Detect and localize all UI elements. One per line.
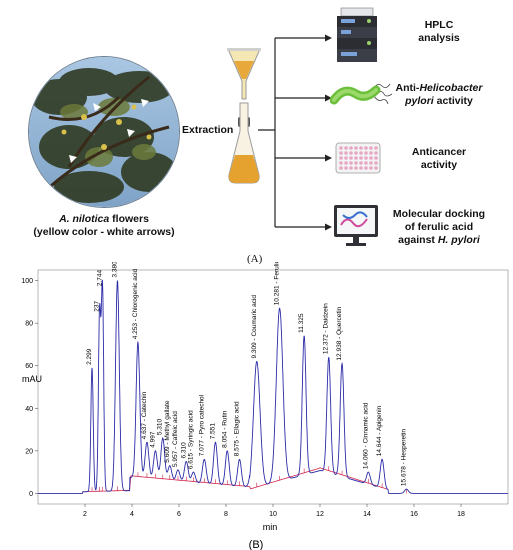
output-docking-line2: of ferulic acid bbox=[404, 221, 474, 233]
peak-label: 237 bbox=[94, 301, 101, 312]
x-tick-label: 4 bbox=[130, 511, 134, 518]
caption-species: A. nilotica bbox=[59, 213, 110, 225]
peak-label: 4.997 bbox=[149, 431, 156, 448]
output-antibacterial-species: pylori bbox=[405, 95, 434, 107]
x-tick-label: 18 bbox=[457, 511, 465, 518]
extraction-label: Extraction bbox=[182, 124, 234, 136]
helicobacter-bacterium-icon bbox=[330, 83, 392, 105]
flow-arrows bbox=[258, 34, 332, 231]
acacia-flowers-photo bbox=[28, 56, 180, 208]
x-tick-label: 16 bbox=[410, 511, 418, 518]
hplc-instrument-icon bbox=[337, 7, 377, 62]
peak-label: 14.644 - Apigenin bbox=[376, 405, 383, 456]
extraction-apparatus-icon bbox=[227, 48, 261, 184]
output-hplc-label: HPLC analysis bbox=[390, 19, 488, 45]
peak-label: 3.380 - Gallic acid bbox=[111, 262, 118, 278]
peak-label: 2.299 bbox=[86, 348, 93, 365]
x-tick-label: 10 bbox=[269, 511, 277, 518]
chromatogram-trace bbox=[38, 279, 508, 494]
molecular-docking-monitor-icon bbox=[334, 205, 378, 246]
x-tick-label: 14 bbox=[363, 511, 371, 518]
output-antibacterial-genus: Helicobacter bbox=[419, 82, 483, 94]
peak-labels: 2.299 237 2.744 3.380 - Gallic acid 4.253 - … bbox=[86, 262, 407, 486]
chromatogram-trace-group bbox=[38, 279, 508, 494]
peak-label: 5.310 bbox=[157, 418, 164, 435]
x-axis-label: min bbox=[263, 522, 278, 532]
output-docking-line1: Molecular docking bbox=[392, 208, 486, 220]
chromatogram-axes: 0 20 40 60 80 100 2 4 6 8 10 12 14 16 18 bbox=[21, 269, 509, 518]
hplc-chromatogram: 0 20 40 60 80 100 2 4 6 8 10 12 14 16 18 2.299 237 2.744… bbox=[21, 262, 509, 550]
y-tick-label: 20 bbox=[25, 448, 33, 455]
tree-photo-illustration bbox=[29, 57, 179, 207]
peak-label: 8.054 - Rutin bbox=[221, 410, 228, 448]
output-anticancer-label: Anticancer activity bbox=[390, 146, 488, 172]
peak-label: 5.609 - Methyl gallate bbox=[164, 400, 171, 463]
y-tick-label: 100 bbox=[21, 278, 33, 285]
output-docking-line3-pre: against bbox=[398, 234, 438, 246]
peak-label: 12.938 - Quercetin bbox=[336, 306, 343, 360]
integration-baseline bbox=[82, 467, 388, 493]
peak-label: 4.253 - Chlorogenic acid bbox=[132, 268, 139, 339]
y-tick-label: 0 bbox=[29, 491, 33, 498]
peak-label: 6.615 - Syringic acid bbox=[187, 410, 194, 469]
y-tick-label: 40 bbox=[25, 406, 33, 413]
x-tick-label: 8 bbox=[224, 511, 228, 518]
output-docking-label: Molecular docking of ferulic acid agains… bbox=[383, 208, 495, 247]
panel-a-label: (A) bbox=[247, 253, 263, 265]
peak-label: 7.077 - Pyro catechol bbox=[198, 394, 205, 456]
peak-label: 5.957 - Caffeic acid bbox=[172, 411, 179, 467]
peak-label: 9.309 - Coumaric acid bbox=[251, 295, 258, 359]
peak-label: 4.637 - Catechin bbox=[141, 391, 148, 439]
output-hplc-line2: analysis bbox=[418, 32, 460, 44]
x-tick-label: 6 bbox=[177, 511, 181, 518]
peak-label: 14.060 - Cinnamic acid bbox=[362, 402, 369, 469]
peak-baseline bbox=[82, 466, 407, 494]
peak-label: 11.325 bbox=[298, 313, 305, 333]
output-anticancer-line2: activity bbox=[420, 159, 458, 171]
output-antibacterial-pre: Anti- bbox=[395, 82, 420, 94]
caption-rest: flowers bbox=[109, 213, 149, 225]
x-tick-label: 12 bbox=[316, 511, 324, 518]
photo-caption: A. nilotica flowers (yellow color - whit… bbox=[14, 213, 194, 239]
peak-label: 15.678 - Hesperetin bbox=[400, 429, 407, 486]
caption-line2: (yellow color - white arrows) bbox=[33, 226, 175, 238]
cell-culture-plate-icon bbox=[335, 142, 381, 174]
peak-label: 12.372 - Daidzein bbox=[323, 303, 330, 354]
peak-label: 2.744 bbox=[97, 269, 104, 286]
panel-a-schematic: A. nilotica flowers (yellow color - whit… bbox=[0, 0, 513, 265]
peak-label: 8.575 - Ellagic acid bbox=[234, 401, 241, 456]
output-antibacterial-post: activity bbox=[433, 95, 473, 107]
peak-label: 10.281 - Ferulic acid bbox=[274, 262, 281, 305]
peak-label: 6.310 bbox=[180, 442, 187, 459]
output-anticancer-line1: Anticancer bbox=[411, 146, 467, 158]
y-tick-label: 80 bbox=[25, 321, 33, 328]
x-tick-label: 2 bbox=[83, 511, 87, 518]
output-docking-line3-species: H. pylori bbox=[437, 234, 480, 246]
output-antibacterial-label: Anti-Helicobacter pylori activity bbox=[386, 82, 492, 108]
y-tick-label: 60 bbox=[25, 363, 33, 370]
peak-label: 7.551 bbox=[209, 423, 216, 440]
panel-b-label: (B) bbox=[249, 539, 264, 550]
output-hplc-line1: HPLC bbox=[424, 19, 454, 31]
y-axis-label: mAU bbox=[22, 374, 42, 384]
